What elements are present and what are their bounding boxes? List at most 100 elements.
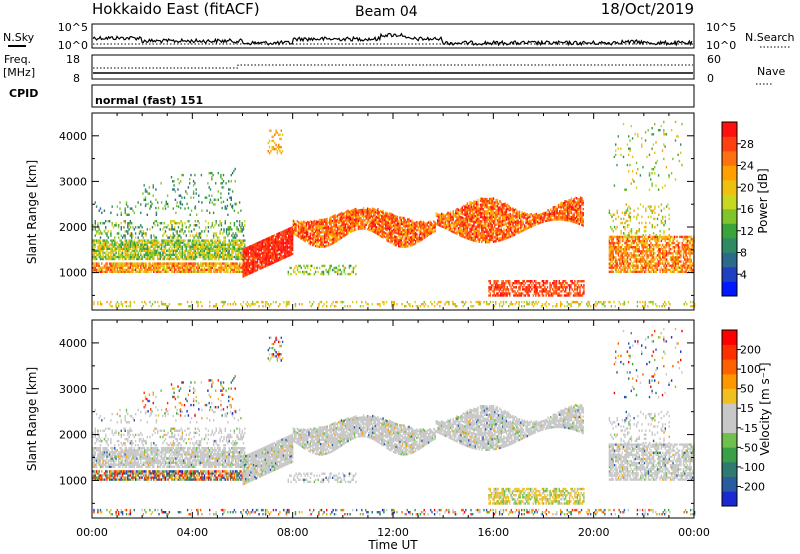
power-echo bbox=[224, 220, 226, 223]
power-echo bbox=[207, 251, 210, 255]
power-echo bbox=[462, 204, 465, 208]
power-echo bbox=[171, 236, 173, 239]
power-echo bbox=[420, 228, 422, 232]
power-echo bbox=[325, 232, 327, 235]
power-echo bbox=[228, 253, 230, 257]
power-echo bbox=[494, 201, 496, 204]
power-echo bbox=[114, 236, 116, 239]
power-echo bbox=[252, 270, 255, 273]
power-echo bbox=[202, 251, 204, 255]
power-echo bbox=[394, 237, 396, 240]
power-echo bbox=[245, 271, 247, 275]
power-echo bbox=[155, 239, 158, 242]
power-echo bbox=[320, 220, 322, 224]
power-echo bbox=[227, 245, 229, 248]
power-echo bbox=[160, 300, 163, 304]
power-echo bbox=[412, 235, 414, 238]
power-echo bbox=[233, 169, 235, 173]
power-echo bbox=[313, 236, 315, 239]
power-echo bbox=[508, 209, 510, 212]
power-echo bbox=[438, 217, 440, 221]
power-echo bbox=[381, 300, 384, 304]
power-echo bbox=[370, 208, 373, 212]
power-echo bbox=[142, 243, 145, 246]
power-echo bbox=[268, 244, 270, 248]
power-echo bbox=[563, 214, 565, 217]
power-echo bbox=[473, 220, 475, 224]
power-echo bbox=[347, 228, 349, 231]
power-echo bbox=[391, 236, 393, 239]
power-echo bbox=[180, 270, 182, 273]
power-echo bbox=[505, 300, 507, 304]
power-echo bbox=[453, 221, 456, 224]
power-echo bbox=[501, 203, 504, 206]
power-echo bbox=[116, 247, 119, 250]
power-echo bbox=[403, 216, 405, 220]
power-echo bbox=[387, 233, 389, 237]
power-echo bbox=[141, 300, 143, 304]
power-echo bbox=[587, 305, 589, 308]
power-echo bbox=[294, 222, 296, 225]
power-echo bbox=[267, 247, 269, 250]
power-echo bbox=[218, 245, 220, 248]
power-echo bbox=[280, 241, 282, 244]
power-echo bbox=[465, 230, 467, 233]
power-echo bbox=[542, 212, 544, 215]
power-echo bbox=[99, 243, 102, 246]
power-echo bbox=[405, 305, 407, 308]
power-echo bbox=[436, 219, 439, 222]
power-echo bbox=[127, 222, 129, 225]
power-echo bbox=[260, 240, 263, 243]
power-echo bbox=[477, 229, 479, 233]
power-echo bbox=[488, 197, 491, 201]
power-echo bbox=[150, 243, 152, 246]
power-echo bbox=[203, 251, 206, 255]
power-echo bbox=[485, 206, 487, 209]
power-echo bbox=[472, 232, 474, 236]
power-echo bbox=[280, 258, 282, 261]
power-echo bbox=[268, 246, 270, 250]
power-echo bbox=[181, 203, 184, 206]
power-echo bbox=[356, 209, 358, 212]
power-echo bbox=[142, 247, 145, 250]
power-echo bbox=[230, 173, 232, 177]
power-echo bbox=[336, 224, 339, 228]
power-echo bbox=[546, 219, 548, 222]
power-echo bbox=[147, 192, 149, 195]
power-echo bbox=[394, 223, 396, 226]
power-echo bbox=[473, 202, 475, 205]
power-echo bbox=[196, 245, 198, 248]
power-echo bbox=[470, 220, 473, 223]
power-echo bbox=[395, 223, 397, 226]
power-echo bbox=[223, 303, 225, 306]
power-echo bbox=[340, 220, 343, 223]
power-echo bbox=[320, 241, 322, 244]
power-echo bbox=[127, 253, 129, 257]
power-echo bbox=[462, 229, 465, 232]
power-echo bbox=[378, 217, 380, 220]
power-echo bbox=[524, 214, 526, 217]
power-echo bbox=[242, 248, 244, 251]
power-echo bbox=[405, 239, 408, 242]
power-echo bbox=[278, 242, 281, 245]
power-echo bbox=[128, 266, 130, 269]
power-echo bbox=[155, 245, 158, 248]
power-echo bbox=[194, 182, 196, 185]
power-echo bbox=[123, 268, 125, 271]
power-echo bbox=[469, 201, 471, 204]
power-echo bbox=[334, 222, 336, 225]
power-echo bbox=[479, 303, 481, 306]
power-echo bbox=[203, 241, 206, 244]
power-echo bbox=[472, 214, 474, 217]
power-echo bbox=[281, 239, 283, 242]
power-echo bbox=[381, 221, 383, 224]
power-echo bbox=[648, 300, 650, 304]
power-echo bbox=[464, 225, 466, 229]
power-echo bbox=[254, 247, 256, 250]
power-echo bbox=[439, 224, 441, 227]
power-echo bbox=[150, 236, 152, 239]
power-echo bbox=[362, 305, 364, 308]
power-echo bbox=[189, 245, 191, 248]
power-echo bbox=[194, 268, 197, 271]
power-echo bbox=[269, 256, 272, 259]
